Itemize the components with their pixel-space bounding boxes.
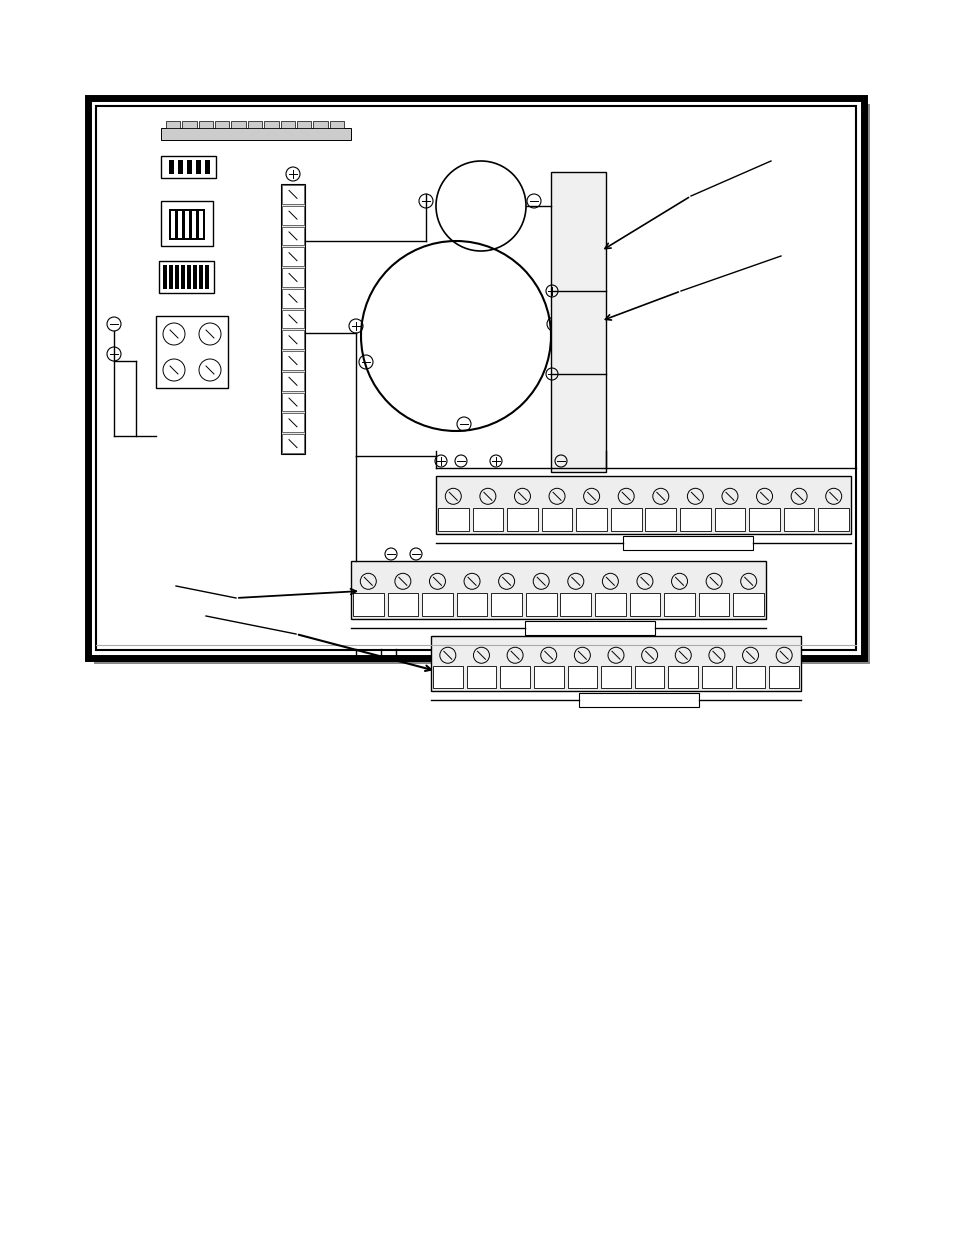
Bar: [161, 156, 215, 178]
Bar: [282, 185, 304, 204]
Bar: [178, 161, 183, 174]
Bar: [578, 693, 699, 706]
Bar: [768, 666, 799, 688]
Bar: [534, 666, 563, 688]
Bar: [466, 666, 496, 688]
Bar: [733, 593, 763, 616]
Bar: [282, 226, 304, 246]
Bar: [282, 310, 304, 329]
Bar: [171, 211, 174, 238]
Bar: [472, 508, 502, 531]
Bar: [622, 536, 752, 550]
Bar: [156, 316, 228, 388]
Bar: [282, 268, 304, 287]
Bar: [264, 121, 278, 128]
Bar: [282, 435, 304, 453]
Bar: [387, 593, 417, 616]
Bar: [198, 121, 213, 128]
Bar: [282, 247, 304, 266]
Bar: [437, 508, 468, 531]
Bar: [199, 266, 203, 289]
Bar: [634, 666, 663, 688]
Bar: [560, 593, 591, 616]
Bar: [679, 508, 710, 531]
Bar: [330, 121, 344, 128]
Bar: [282, 331, 304, 350]
Bar: [296, 121, 311, 128]
Bar: [313, 121, 327, 128]
Bar: [783, 508, 814, 531]
Bar: [163, 266, 167, 289]
Bar: [187, 266, 191, 289]
Bar: [205, 266, 209, 289]
Bar: [422, 593, 453, 616]
Bar: [531, 643, 650, 666]
Bar: [169, 266, 172, 289]
Bar: [161, 128, 351, 140]
Bar: [595, 593, 625, 616]
Bar: [600, 666, 630, 688]
Bar: [169, 209, 205, 240]
Bar: [629, 593, 659, 616]
Bar: [205, 161, 210, 174]
Bar: [735, 666, 764, 688]
Bar: [576, 508, 606, 531]
Bar: [567, 666, 597, 688]
Bar: [178, 211, 182, 238]
Bar: [181, 266, 185, 289]
Bar: [663, 593, 694, 616]
Bar: [166, 121, 180, 128]
Bar: [195, 161, 201, 174]
Bar: [645, 508, 676, 531]
Bar: [280, 121, 294, 128]
Bar: [94, 104, 869, 664]
Bar: [351, 561, 765, 619]
Bar: [433, 666, 462, 688]
Bar: [161, 201, 213, 246]
Bar: [551, 172, 605, 472]
Bar: [282, 372, 304, 390]
Bar: [456, 593, 487, 616]
Bar: [353, 593, 383, 616]
Bar: [159, 261, 213, 293]
Bar: [248, 121, 262, 128]
Bar: [281, 184, 305, 454]
Bar: [282, 414, 304, 432]
Bar: [169, 161, 173, 174]
Bar: [282, 351, 304, 370]
Bar: [818, 508, 848, 531]
Bar: [431, 636, 801, 692]
Bar: [96, 106, 855, 650]
Bar: [282, 393, 304, 411]
Bar: [701, 666, 731, 688]
Bar: [193, 266, 196, 289]
Bar: [185, 211, 189, 238]
Bar: [282, 289, 304, 308]
Bar: [525, 621, 655, 635]
Bar: [282, 206, 304, 225]
Bar: [88, 98, 863, 658]
Bar: [714, 508, 744, 531]
Bar: [525, 593, 556, 616]
Bar: [610, 508, 640, 531]
Bar: [499, 666, 529, 688]
Bar: [748, 508, 779, 531]
Bar: [668, 666, 698, 688]
Bar: [491, 593, 521, 616]
Bar: [541, 508, 572, 531]
Bar: [199, 211, 203, 238]
Bar: [174, 266, 179, 289]
Bar: [507, 508, 537, 531]
Bar: [232, 121, 246, 128]
Bar: [436, 475, 850, 534]
Bar: [699, 593, 729, 616]
Bar: [214, 121, 230, 128]
Bar: [192, 211, 195, 238]
Bar: [182, 121, 196, 128]
Bar: [187, 161, 192, 174]
